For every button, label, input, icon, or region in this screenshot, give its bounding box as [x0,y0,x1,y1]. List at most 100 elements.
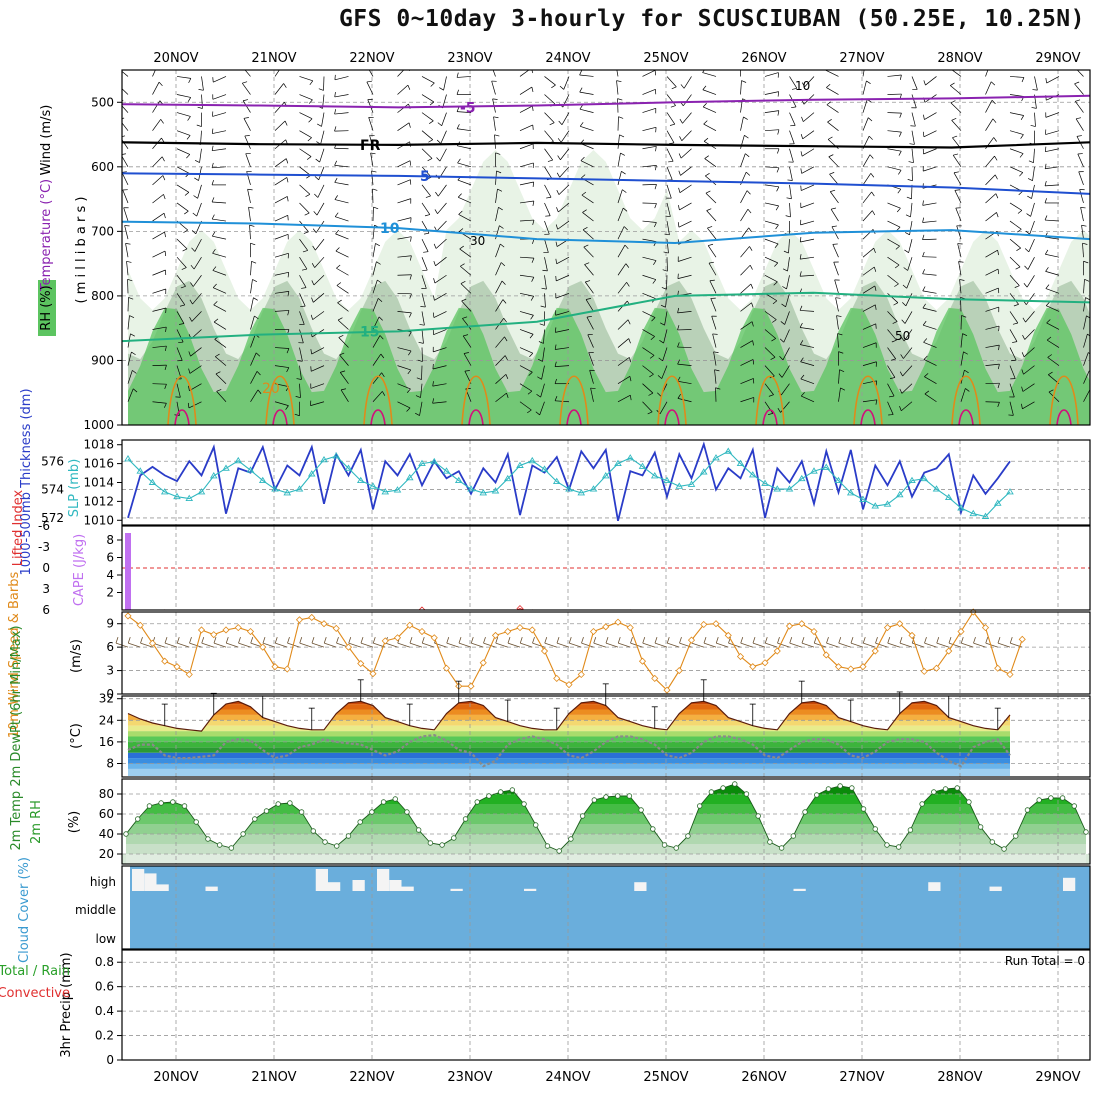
wind-barb [1009,256,1021,268]
wind-barb [1045,219,1060,222]
slp-marker [136,467,145,474]
wind-barb-feather [1080,206,1086,209]
wind-barb [642,274,656,280]
rh-marker [380,799,387,805]
wind-barb-feather [782,286,787,290]
wind-barb [902,365,913,377]
wind-barb-feather [628,357,632,363]
wind-barb [122,189,129,204]
wind-barb-feather [650,336,655,341]
wind-barb [764,383,774,395]
wind10-barb-feather [973,637,976,644]
date-label-top: 22NOV [349,51,394,66]
wind-tick-label: 0 [106,687,114,701]
wind-barb [985,118,994,131]
wind-barb-feather [800,134,804,140]
wind-barb-feather [558,120,563,125]
wind-barb-feather [954,189,960,191]
wind-barb [666,130,675,143]
warm-contour-20 [853,375,883,425]
wind-barb [558,202,570,213]
wind-barb [677,363,692,366]
wind-barb [519,105,533,113]
wind-barb [397,217,412,222]
wind10-barb [164,642,178,648]
wind-barb [274,252,289,258]
wind-barb-feather [922,320,927,326]
wind-barb [421,202,431,215]
wind-barb-feather [653,260,657,265]
temperature-band [128,725,1010,732]
wind-barb-feather [1076,117,1082,120]
wind-barb [556,256,570,265]
axis-label-wind: Wind (m/s) [39,105,54,176]
wind-barb-feather [781,303,786,308]
wind-barb [194,238,202,252]
wind-barb [188,401,202,409]
wind-barb [435,238,447,249]
wind-barb [192,275,202,287]
wind-barb [370,152,374,167]
wind-barb [152,156,163,168]
wind-barb [951,120,962,131]
wind-barb [250,261,252,276]
wind-barb [829,173,839,186]
wind-barb [764,202,779,207]
wind-barb [213,76,227,83]
wind-barb [704,158,717,168]
wind-barb-feather [959,279,965,281]
wind10-barb [128,642,141,648]
lifted-index-marker [150,613,156,619]
wind-barb [212,166,227,169]
wind-barb-feather [837,333,843,336]
dewpoint-line [127,733,1011,768]
wind-barb [740,246,750,258]
wind-barb [495,243,501,258]
wind-barb [666,94,676,106]
wind-barb [862,285,876,294]
wind10-barb-feather [948,637,952,644]
wind-barb [679,184,692,194]
wind-barb [421,184,431,197]
date-label-top: 29NOV [1035,51,1080,66]
wind-barb [212,235,227,240]
wind-barb-feather [410,236,412,242]
wind-barb-feather [457,193,462,198]
wind10-marker [785,622,794,630]
wind-barb-feather [380,353,385,359]
wind-barb-feather [799,271,802,277]
wind-barb [617,189,623,204]
wind-barb [152,288,166,294]
wind-barb [127,388,134,402]
wind-barb-feather [677,342,680,348]
wind-barb [800,238,815,243]
wind10-marker [136,621,144,629]
wind-barb [555,292,570,299]
wind10-barb [961,642,974,648]
wind-barb-feather [459,245,464,250]
rh-marker [1071,803,1077,809]
wind-barb [1045,130,1060,135]
slp-marker [479,489,488,496]
wind-barb [958,261,962,276]
wind-barb-feather [801,116,804,122]
cape-bar [125,533,131,610]
wind-barb-feather [902,284,907,289]
wind-barb-feather [664,233,670,236]
wind-barb-feather [826,83,831,88]
wind-barb-feather [462,316,468,319]
wind-barb-feather [504,355,508,361]
cloud-level-label: middle [75,903,116,917]
wind-barb-feather [460,263,465,267]
wind-barb [397,84,409,95]
wind-barb [953,172,962,186]
wind-barb [826,104,839,113]
wind-barb [642,165,657,168]
wind10-barb-feather [507,637,511,644]
wind-barb [241,82,251,95]
wind-barb [642,383,654,394]
wind-barb [1009,329,1018,342]
wind-barb-feather [188,78,192,84]
wind-barb [1029,220,1035,235]
wind-barb-feather [1023,283,1028,288]
